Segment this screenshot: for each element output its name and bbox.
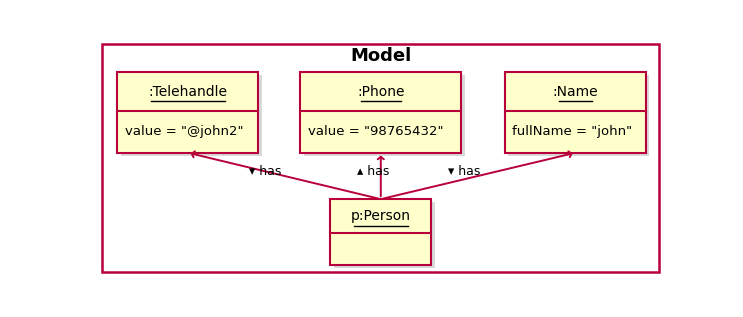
Bar [331, 199, 431, 265]
Text: value = "@john2": value = "@john2" [125, 125, 244, 138]
Text: ▾ has: ▾ has [448, 165, 481, 178]
Bar [300, 72, 461, 153]
Text: ▾ has: ▾ has [250, 165, 282, 178]
Text: ▴ has: ▴ has [357, 165, 389, 178]
Text: p:Person: p:Person [351, 209, 411, 223]
Text: value = "98765432": value = "98765432" [308, 125, 443, 138]
Text: fullName = "john": fullName = "john" [513, 125, 632, 138]
Bar [508, 75, 649, 156]
Text: :Telehandle: :Telehandle [149, 85, 227, 99]
Bar [117, 72, 259, 153]
Bar [505, 72, 646, 153]
Bar [304, 75, 465, 156]
Text: :Name: :Name [553, 85, 598, 99]
Bar [334, 202, 435, 268]
Bar [121, 75, 262, 156]
Text: Model: Model [350, 47, 412, 65]
Text: :Phone: :Phone [357, 85, 404, 99]
